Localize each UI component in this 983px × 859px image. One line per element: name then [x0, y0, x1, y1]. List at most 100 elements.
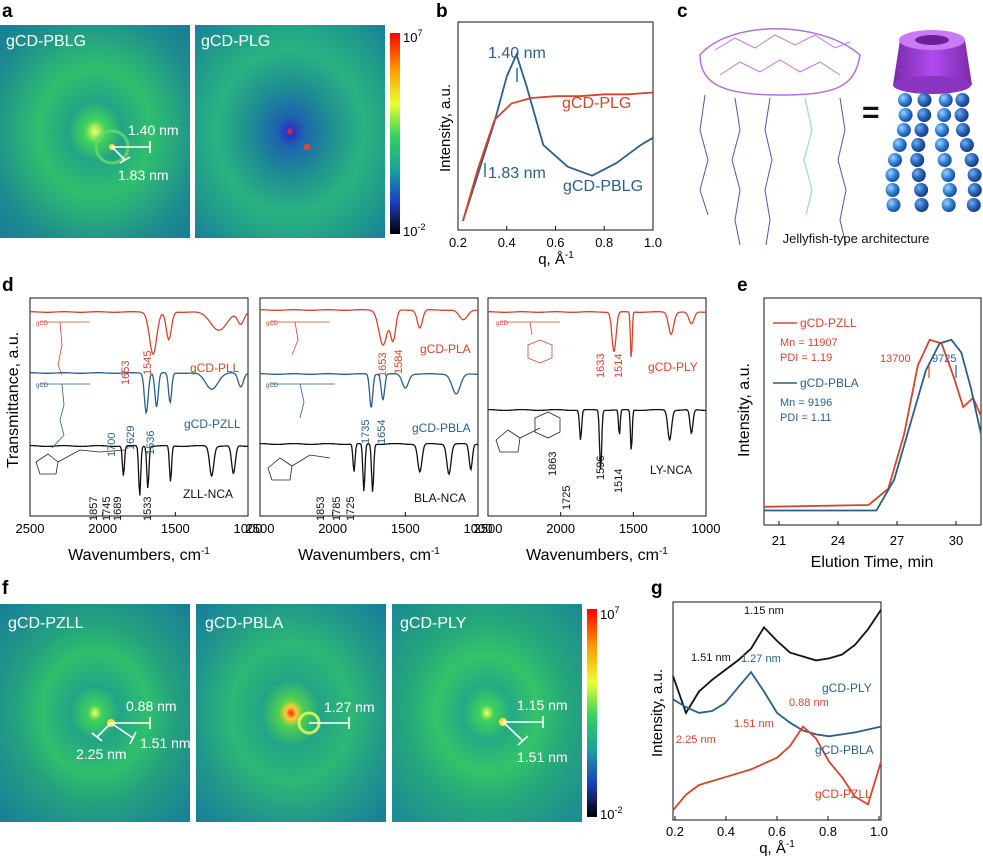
panel-g-annot-225: 2.25 nm [676, 734, 716, 746]
panel-d-structure-pla: gCD [266, 321, 330, 356]
panel-d-label-gcd-ply: gCD-PLY [648, 360, 698, 374]
tick-label: 0.2 [449, 235, 467, 250]
panel-a-image-1: gCD-PBLG 1.40 nm 1.83 nm [0, 25, 190, 238]
polymer-bead [892, 138, 907, 152]
panel-d-xlabel-3: Wavenumbers, cm-1 [526, 546, 668, 564]
tick-label: 1000 [692, 521, 721, 536]
panel-b-letter: b [436, 1, 448, 22]
peak-label: 1853 [315, 497, 327, 521]
series-line-gcd-pzll [763, 338, 982, 508]
panel-a-image-label-1: gCD-PBLG [6, 33, 86, 50]
tick-label: 2000 [318, 521, 347, 536]
panel-f-image-pbla: gCD-PBLA 1.27 nm [196, 604, 386, 822]
peak-label: 1745 [101, 497, 113, 521]
polymer-bead [885, 183, 900, 197]
polymer-bead [898, 93, 912, 107]
ftir-trace-zll-nca [30, 444, 248, 496]
ftir-trace-gcd-pla [260, 309, 478, 347]
svg-text:107: 107 [600, 605, 619, 622]
tick-label: 0.6 [546, 235, 564, 250]
panel-e-legend-pzll: gCD-PZLL [800, 316, 857, 330]
panel-f-annot-225: 2.25 nm [76, 746, 127, 762]
panel-d-label-gcd-pzll: gCD-PZLL [184, 417, 241, 431]
panel-b-ylabel: Intensity, a.u. [437, 84, 454, 172]
polymer-bead [914, 198, 929, 212]
panel-a-colorbar: 107 10-2 [390, 28, 425, 239]
peak-label: 1533 [142, 497, 154, 521]
panel-d-label-gcd-pbla: gCD-PBLA [412, 421, 471, 435]
series-line-gcd-ply [672, 609, 882, 715]
peak-label: 1633 [595, 354, 607, 378]
panel-g-label-pbla: gCD-PBLA [815, 743, 874, 757]
panel-b-chart: Intensity, a.u. q, Å-1 0.2 0.4 0.6 0.8 1.0 1… [437, 21, 662, 268]
tick-label: 1500 [161, 521, 190, 536]
panel-b-label-pblg: gCD-PBLG [563, 178, 643, 195]
polymer-bead [954, 108, 969, 122]
panel-g-annot-151b: 1.51 nm [734, 718, 774, 730]
panel-f-letter: f [2, 578, 9, 599]
panel-d-structure-pzll: gCD [36, 383, 90, 449]
tick-label: 2000 [88, 521, 117, 536]
tick-label: 0.6 [768, 824, 786, 839]
polymer-bead [966, 198, 981, 212]
polymer-bead [885, 168, 900, 182]
ftir-trace-gcd-ply [488, 311, 706, 358]
tick-label: 0.8 [819, 824, 837, 839]
panel-c-equals: = [862, 96, 880, 129]
panel-a-image-2: gCD-PLG [195, 25, 385, 238]
svg-text:gCD: gCD [266, 321, 279, 327]
peak-label: 1629 [125, 426, 137, 450]
panel-f-annot-127: 1.27 nm [324, 699, 375, 715]
polymer-bead [941, 168, 956, 182]
svg-text:10-2: 10-2 [403, 222, 425, 239]
polymer-bead [911, 168, 926, 182]
peak-label: 1596 [595, 456, 607, 480]
panel-c-jellyfish-model [885, 30, 982, 212]
tick-label: 0.2 [666, 824, 684, 839]
polymer-bead [935, 123, 949, 137]
tick-label: 0.4 [717, 824, 735, 839]
panel-e-pdi-pbla: PDI = 1.11 [780, 412, 831, 424]
polymer-bead [942, 183, 957, 197]
panel-f-annot-151b: 1.51 nm [517, 749, 568, 765]
panel-f-image-label-1: gCD-PZLL [8, 615, 84, 632]
svg-text:10-2: 10-2 [600, 805, 622, 822]
panel-g-letter: g [651, 578, 663, 599]
panel-d-letter: d [2, 275, 14, 296]
series-line-gcd-pblg [462, 52, 654, 222]
ftir-trace-gcd-pll [30, 311, 249, 356]
panel-g-label-pzll: gCD-PZLL [815, 787, 872, 801]
panel-e-chart: Intensity, a.u. Elution Time, min 21 24 27… [736, 297, 982, 571]
peak-label: 1653 [120, 361, 132, 385]
panel-f-annot-115: 1.15 nm [517, 697, 568, 713]
polymer-bead [888, 153, 902, 167]
tick-label: 21 [772, 533, 786, 548]
peak-label: 1700 [106, 433, 118, 457]
polymer-bead [967, 183, 982, 197]
panel-d-label-bla-nca: BLA-NCA [414, 491, 466, 505]
panel-a-annot-140: 1.40 nm [128, 122, 179, 138]
tick-label: 2500 [474, 521, 503, 536]
panel-d-label-zll-nca: ZLL-NCA [183, 487, 233, 501]
svg-text:gCD: gCD [266, 383, 279, 389]
peak-label: 1653 [377, 353, 389, 377]
ftir-trace-gcd-pzll [30, 372, 249, 415]
panel-d-label-gcd-pll: gCD-PLL [190, 361, 240, 375]
panel-b-xlabel: q, Å-1 [538, 250, 574, 268]
panel-e-mn-pzll: Mn = 11907 [780, 337, 838, 349]
tick-label: 30 [949, 533, 963, 548]
series-line-gcd-plg [462, 91, 654, 222]
peak-label: 1584 [393, 350, 405, 374]
tick-label: 1500 [619, 521, 648, 536]
panel-d-label-gcd-pla: gCD-PLA [420, 342, 471, 356]
tick-label: 1.0 [870, 824, 888, 839]
tick-label: 1000 [234, 521, 263, 536]
panel-d-structure-zll [35, 449, 126, 475]
panel-g-annot-127: 1.27 nm [741, 653, 781, 665]
panel-c-caption: Jellyfish-type architecture [783, 231, 930, 246]
svg-text:gCD: gCD [36, 383, 49, 389]
panel-e-legend-pbla: gCD-PBLA [800, 376, 859, 390]
panel-d-structure-pbla: gCD [266, 383, 335, 419]
tick-label: 1500 [391, 521, 420, 536]
